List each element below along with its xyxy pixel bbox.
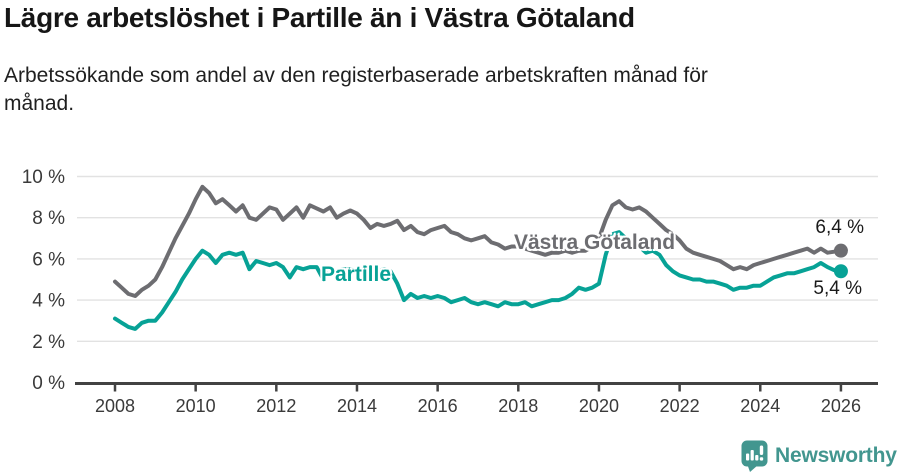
y-axis-label: 8 % [32, 208, 65, 229]
x-axis-label: 2014 [337, 396, 377, 416]
y-axis-label: 2 % [32, 332, 65, 353]
y-axis-label: 4 % [32, 291, 65, 312]
chart-subtitle: Arbetssökande som andel av den registerb… [4, 62, 864, 118]
x-axis-label: 2010 [176, 396, 216, 416]
series-line-vastra-gotaland [113, 184, 843, 298]
series-end-dot-partille [833, 264, 848, 279]
x-axis-label: 2016 [418, 396, 458, 416]
newsworthy-brand-link[interactable]: Newsworthy [741, 440, 897, 472]
subtitle-line-2: månad. [4, 92, 75, 115]
x-axis-label: 2022 [660, 396, 700, 416]
end-value-vastra-gotaland: 6,4 % [815, 217, 864, 238]
y-axis-label: 6 % [32, 249, 65, 270]
x-axis-label: 2018 [498, 396, 538, 416]
x-axis-label: 2020 [579, 396, 619, 416]
brand-name: Newsworthy [775, 444, 897, 467]
y-axis-label: 10 % [22, 167, 65, 188]
y-axis-label: 0 % [32, 373, 65, 394]
page-title: Lägre arbetslöshet i Partille än i Västr… [4, 2, 635, 33]
series-label-partille: Partille [321, 263, 392, 286]
newsworthy-logo-icon [741, 440, 768, 472]
series-label-vastra-gotaland: Västra Götaland [514, 231, 676, 254]
x-axis-label: 2024 [740, 396, 780, 416]
series-line-partille [113, 230, 843, 331]
x-axis-label: 2012 [256, 396, 296, 416]
x-axis-label: 2008 [95, 396, 135, 416]
x-axis-label: 2026 [821, 396, 861, 416]
end-value-partille: 5,4 % [813, 278, 862, 299]
series-end-dot-vastra-gotaland [833, 243, 848, 258]
subtitle-line-1: Arbetssökande som andel av den registerb… [4, 64, 708, 87]
